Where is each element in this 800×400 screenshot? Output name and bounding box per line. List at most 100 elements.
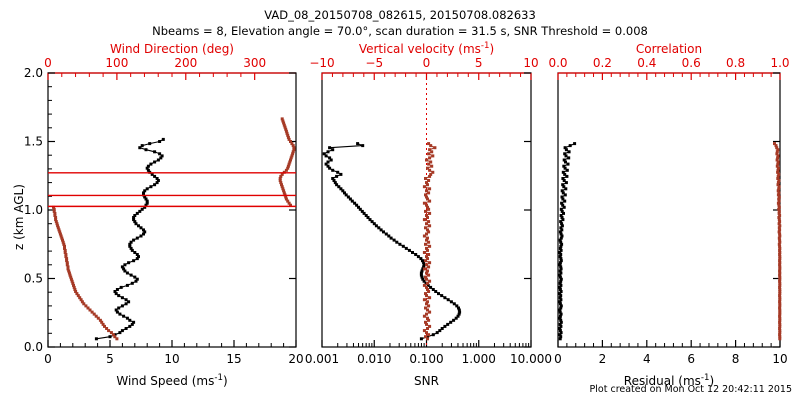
series-point [155,181,159,185]
series-point [279,174,283,178]
series-point [70,279,74,283]
series-point [559,331,563,335]
series-point [560,189,564,193]
series-point [424,320,427,324]
series-point [558,285,562,289]
series-point [54,220,58,224]
series-point [282,121,286,125]
series-point [326,150,330,154]
panel-residual-bottom-tick-label: 8 [732,352,740,366]
series-point [426,228,429,232]
series-point [374,224,378,228]
series-point [419,271,423,275]
series-point [777,230,781,234]
series-point [559,283,563,287]
series-point [561,218,565,222]
panel-snr-bottom-tick-label: 0.001 [305,352,339,366]
series-point [424,209,427,213]
series-point [778,302,782,306]
series-point [149,162,153,166]
series-point [422,283,426,287]
series-point [421,267,425,271]
series-point [777,218,781,222]
series-point [364,214,368,217]
series-point [427,142,431,146]
series-point [777,172,781,176]
series-point [122,314,126,318]
series-point [420,269,424,273]
series-point [563,166,567,170]
series-point [427,162,431,166]
series-point [778,300,782,304]
series-point [560,201,564,205]
series-point [778,333,782,337]
series-point [61,238,64,242]
series-point [562,164,566,168]
series-point [353,201,357,205]
series-point [54,218,58,222]
series-point [426,300,429,304]
series-point [130,281,134,285]
series-point [129,273,133,277]
series-point [52,205,55,209]
series-point [564,181,568,185]
series-point [778,248,782,252]
series-point [777,185,781,189]
series-point [776,174,780,178]
series-point [287,162,291,166]
series-point [429,172,433,176]
series-point [118,331,122,335]
series-point [778,312,782,316]
series-point [558,322,562,326]
series-point [427,333,431,337]
series-point [428,296,432,300]
series-point [559,232,563,236]
series-point [79,298,83,302]
series-point [777,195,781,199]
series-point [428,148,432,152]
series-point [124,327,128,330]
series-point [280,172,284,176]
series-point [419,257,423,261]
series-point [286,164,290,168]
series-point [559,294,563,298]
series-point [427,191,431,195]
series-point [160,154,164,158]
series-point [422,298,426,302]
series-point [287,137,291,141]
series-point [425,277,428,281]
series-point [565,174,569,178]
series-point [63,251,67,254]
panel-snr-top-tick-label: −10 [309,56,335,70]
series-point [146,164,150,168]
series-point [291,150,295,154]
series-point [560,195,564,199]
series-point [105,327,109,330]
series-point [339,187,343,191]
series-point [777,203,781,207]
series-point [428,174,432,178]
series-point [425,203,428,207]
series-point [135,236,139,240]
panel-wind-bottom-tick-label: 15 [226,352,241,366]
series-point [286,199,290,203]
series-point [336,170,340,174]
series-point [778,298,782,302]
panel-wind-bottom-tick-label: 0 [44,352,52,366]
series-point [68,273,72,277]
series-point [778,251,782,254]
panel-snr-bottom-tick-label: 0.010 [357,352,391,366]
series-point [74,290,78,293]
series-point [776,201,780,205]
panel-wind-top-tick-label: 200 [174,56,198,70]
series-point [146,168,150,172]
series-point [156,158,160,162]
series-point [65,261,69,265]
series-point [562,211,565,215]
series-point [291,152,295,156]
series-point [150,172,154,176]
series-point [292,146,296,150]
series-point [135,211,139,215]
series-point [65,257,69,261]
series-point [101,322,105,326]
